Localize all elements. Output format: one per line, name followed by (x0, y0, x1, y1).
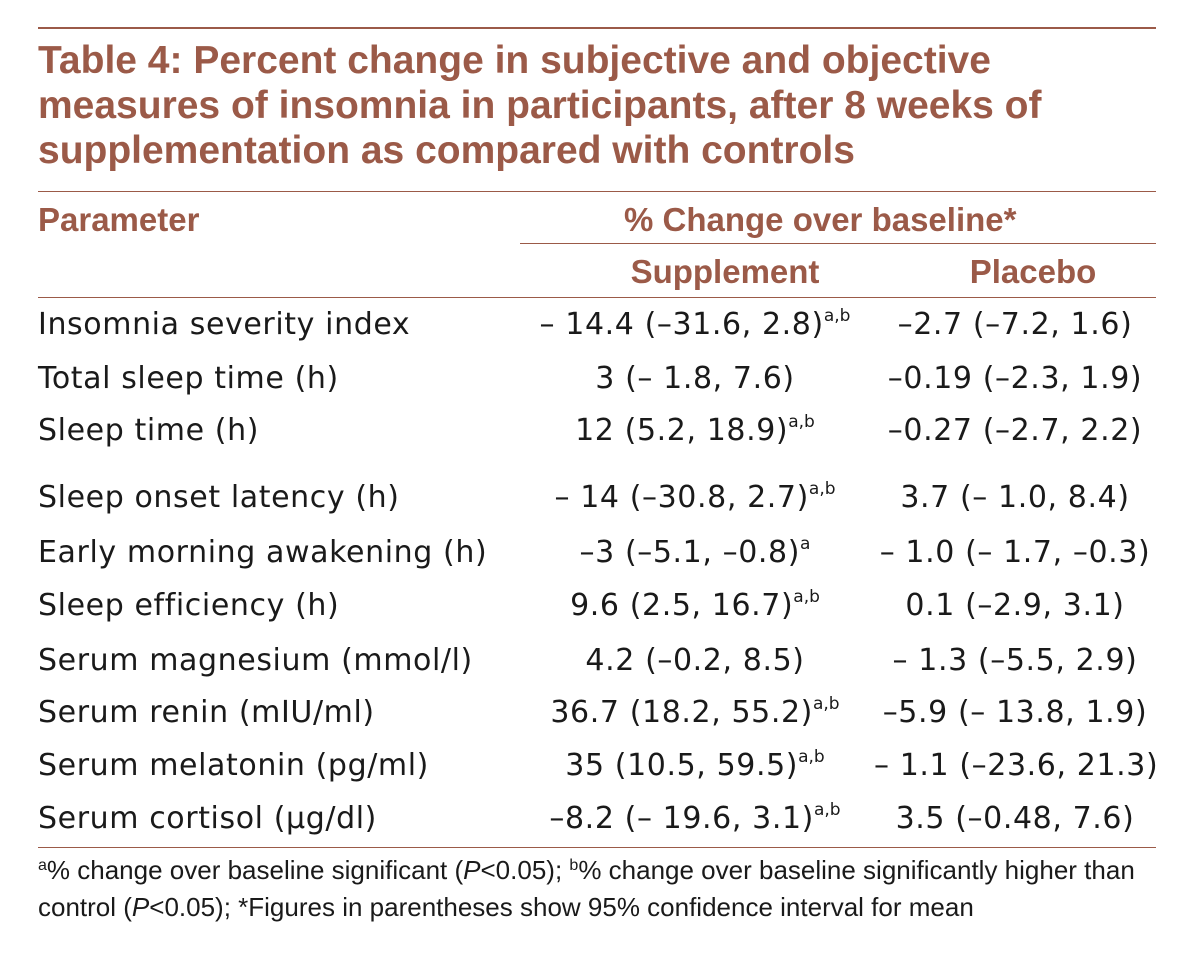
supplement-value: –8.2 (– 19.6, 3.1) (549, 801, 814, 836)
footnote-p-symbol: P (463, 855, 481, 885)
table-row: Insomnia severity index – 14.4 (–31.6, 2… (38, 302, 1156, 348)
title-rule (38, 191, 1156, 192)
significance-superscript: a,b (798, 747, 825, 767)
cell-supplement: – 14.4 (–31.6, 2.8)a,b (516, 302, 874, 348)
cell-supplement: 4.2 (–0.2, 8.5) (516, 638, 874, 684)
significance-superscript: a,b (812, 694, 840, 714)
footnote-text-4: <0.05); *Figures in parentheses show 95%… (149, 892, 974, 922)
cell-supplement: 36.7 (18.2, 55.2)a,b (516, 690, 874, 736)
cell-parameter: Sleep time (h) (38, 413, 260, 448)
significance-superscript: a,b (823, 306, 851, 326)
supplement-value: 35 (10.5, 59.5) (565, 748, 799, 783)
table-row: Sleep onset latency (h) – 14 (–30.8, 2.7… (38, 475, 1156, 521)
group-rule (520, 243, 1156, 244)
cell-supplement: –8.2 (– 19.6, 3.1)a,b (516, 796, 874, 842)
supplement-value: 9.6 (2.5, 16.7) (570, 588, 794, 623)
cell-placebo: 3.5 (–0.48, 7.6) (895, 801, 1135, 836)
cell-placebo: –2.7 (–7.2, 1.6) (897, 307, 1133, 342)
cell-parameter: Insomnia severity index (38, 307, 411, 342)
significance-superscript: a,b (808, 479, 836, 499)
top-rule (38, 27, 1156, 29)
cell-parameter: Serum melatonin (pg/ml) (38, 748, 429, 783)
cell-parameter: Sleep efficiency (h) (38, 588, 340, 623)
table-row: Serum magnesium (mmol/l) 4.2 (–0.2, 8.5)… (38, 638, 1156, 684)
significance-superscript: a,b (813, 800, 841, 820)
footnote-text-2: <0.05); (480, 855, 570, 885)
supplement-value: – 14.4 (–31.6, 2.8) (539, 307, 824, 342)
header-change-group: % Change over baseline* (624, 201, 1017, 238)
header-rule (38, 297, 1156, 298)
table-row: Sleep efficiency (h) 9.6 (2.5, 16.7)a,b … (38, 583, 1156, 629)
cell-placebo: –0.19 (–2.3, 1.9) (887, 361, 1143, 396)
cell-supplement: 35 (10.5, 59.5)a,b (516, 743, 874, 789)
header-placebo: Placebo (969, 253, 1097, 290)
cell-supplement: –3 (–5.1, –0.8)a (516, 530, 874, 576)
supplement-value: 4.2 (–0.2, 8.5) (585, 643, 805, 678)
cell-supplement: – 14 (–30.8, 2.7)a,b (516, 475, 874, 521)
cell-placebo: – 1.3 (–5.5, 2.9) (892, 643, 1138, 678)
cell-placebo: – 1.0 (– 1.7, –0.3) (879, 535, 1151, 570)
table-figure: Table 4: Percent change in subjective an… (38, 0, 1159, 977)
cell-parameter: Early morning awakening (h) (38, 535, 488, 570)
header-supplement: Supplement (630, 253, 820, 290)
supplement-value: 12 (5.2, 18.9) (575, 413, 789, 448)
table-row: Early morning awakening (h) –3 (–5.1, –0… (38, 530, 1156, 576)
supplement-value: 3 (– 1.8, 7.6) (595, 361, 795, 396)
table-row: Serum melatonin (pg/ml) 35 (10.5, 59.5)a… (38, 743, 1159, 789)
cell-placebo: –5.9 (– 13.8, 1.9) (882, 695, 1148, 730)
footnote-text-1: % change over baseline significant ( (46, 855, 464, 885)
cell-parameter: Serum magnesium (mmol/l) (38, 643, 473, 678)
cell-placebo: – 1.1 (–23.6, 21.3) (874, 748, 1159, 783)
footnote-text-3: % change over baseline significantly hig… (38, 855, 1135, 922)
cell-placebo: –0.27 (–2.7, 2.2) (887, 413, 1143, 448)
table-row: Serum cortisol (μg/dl) –8.2 (– 19.6, 3.1… (38, 796, 1156, 842)
cell-parameter: Serum cortisol (μg/dl) (38, 801, 377, 836)
cell-supplement: 9.6 (2.5, 16.7)a,b (516, 583, 874, 629)
table-row: Serum renin (mIU/ml) 36.7 (18.2, 55.2)a,… (38, 690, 1156, 736)
significance-superscript: a (800, 534, 811, 554)
bottom-rule (38, 847, 1156, 848)
footnote-marker-b: b (569, 857, 579, 874)
cell-parameter: Serum renin (mIU/ml) (38, 695, 375, 730)
supplement-value: – 14 (–30.8, 2.7) (554, 480, 809, 515)
significance-superscript: a,b (788, 412, 815, 432)
footnote-marker-a: a (38, 857, 47, 874)
table-row: Total sleep time (h) 3 (– 1.8, 7.6) –0.1… (38, 356, 1156, 402)
cell-placebo: 3.7 (– 1.0, 8.4) (900, 480, 1130, 515)
footnote-p-symbol: P (131, 892, 150, 922)
table-title: Table 4: Percent change in subjective an… (38, 39, 1042, 172)
cell-placebo: 0.1 (–2.9, 3.1) (905, 588, 1125, 623)
table-row: Sleep time (h) 12 (5.2, 18.9)a,b –0.27 (… (38, 408, 1156, 454)
supplement-value: 36.7 (18.2, 55.2) (550, 695, 813, 730)
supplement-value: –3 (–5.1, –0.8) (579, 535, 801, 570)
cell-supplement: 3 (– 1.8, 7.6) (516, 356, 874, 402)
cell-supplement: 12 (5.2, 18.9)a,b (516, 408, 874, 454)
cell-parameter: Total sleep time (h) (38, 361, 339, 396)
significance-superscript: a,b (793, 587, 820, 607)
table-footnote: a% change over baseline significant (P<0… (38, 852, 1148, 926)
cell-parameter: Sleep onset latency (h) (38, 480, 400, 515)
header-parameter: Parameter (38, 201, 200, 238)
